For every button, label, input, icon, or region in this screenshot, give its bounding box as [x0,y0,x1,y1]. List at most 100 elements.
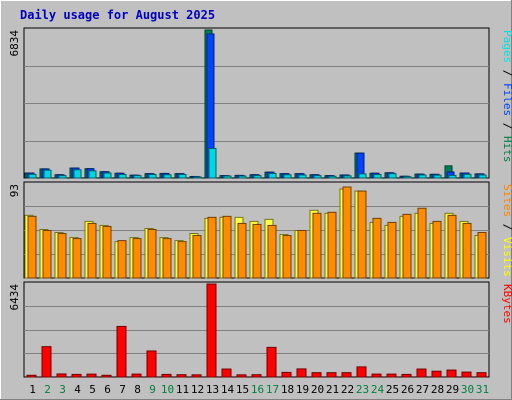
bar-pages-day-29 [448,174,457,179]
bar-kbytes-day-26 [401,373,412,378]
bar-pages-day-12 [193,176,202,179]
bar-kbytes-day-5 [86,373,97,378]
legend-part-0: KBytes [501,284,512,324]
x-tick-label-day-29: 29 [446,383,459,396]
x-tick-label-day-7: 7 [119,383,126,396]
bar-kbytes-day-16 [251,374,262,378]
bar-pages-day-17 [268,172,277,179]
bar-sites-day-15 [237,222,247,279]
x-tick-label-day-13: 13 [206,383,219,396]
chart-title: Daily usage for August 2025 [20,8,215,22]
x-tick-label-day-28: 28 [431,383,444,396]
bar-kbytes-day-6 [101,374,112,378]
legend-part-4: Hits [501,136,512,163]
y-axis-max-label: 6434 [8,284,21,311]
chart-panels: 6834 Pages / Files / Hits 93 Sites / Visits… [8,27,512,378]
x-tick-label-day-6: 6 [104,383,111,396]
x-tick-label-day-4: 4 [74,383,81,396]
legend-part-2: Visits [501,237,512,277]
bar-pages-day-31 [478,174,487,179]
bar-kbytes-day-19 [296,368,307,378]
series-legend-label: Pages / Files / Hits [501,30,512,163]
bar-pages-day-20 [313,175,322,179]
x-tick-label-day-16: 16 [251,383,264,396]
x-tick-label-day-3: 3 [59,383,66,396]
bar-sites-day-18 [282,235,292,279]
x-tick-label-day-9: 9 [149,383,156,396]
legend-part-3: / [501,116,512,136]
bar-kbytes-day-2 [41,346,52,378]
bar-sites-day-8 [132,238,142,279]
bar-sites-day-6 [102,225,112,279]
x-tick-label-day-24: 24 [371,383,385,396]
x-tick-label-day-17: 17 [266,383,279,396]
x-axis-labels: 1 2 3 4 5 6 7 8 9 10 11 12 13 14 15 16 17 18 19 20 21 22 23 24 2… [29,383,489,396]
bar-pages-day-22 [343,175,352,179]
bar-kbytes-day-22 [341,372,352,378]
bar-pages-day-10 [163,174,172,179]
bar-pages-day-7 [118,174,127,179]
bar-sites-day-17 [267,224,277,279]
bar-pages-day-14 [223,175,232,179]
x-tick-label-day-8: 8 [134,383,141,396]
bar-sites-day-22 [342,186,352,279]
bar-kbytes-day-25 [386,373,397,378]
bar-kbytes-day-23 [356,366,367,378]
bar-sites-day-1 [27,215,37,279]
panel-hits-files-pages: 6834 Pages / Files / Hits [8,27,512,179]
bar-pages-day-18 [283,174,292,179]
bar-pages-day-19 [298,174,307,179]
bar-kbytes-day-31 [476,372,487,378]
series-legend-label: KBytes [501,284,512,324]
bar-sites-day-20 [312,212,322,279]
bar-sites-day-13 [207,216,217,279]
bar-kbytes-day-30 [461,371,472,378]
bar-kbytes-day-27 [416,368,427,378]
bar-pages-day-8 [133,175,142,179]
x-tick-label-day-26: 26 [401,383,414,396]
bar-sites-day-10 [162,238,172,279]
bar-pages-day-26 [403,176,412,179]
bar-kbytes-day-17 [266,346,277,378]
bar-pages-day-9 [148,174,157,179]
y-axis-max-label: 6834 [8,30,21,57]
legend-part-2: Files [501,83,512,116]
bar-sites-day-12 [192,235,202,279]
bar-kbytes-day-8 [131,373,142,378]
bar-pages-day-28 [433,174,442,179]
bar-sites-day-4 [72,238,82,279]
bar-kbytes-day-10 [161,373,172,378]
x-tick-label-day-31: 31 [476,383,489,396]
bar-kbytes-day-28 [431,370,442,378]
bar-kbytes-day-9 [146,350,157,378]
bar-kbytes-day-18 [281,371,292,378]
bar-pages-day-3 [58,175,67,179]
bar-kbytes-day-13 [206,283,217,378]
bar-pages-day-6 [103,172,112,179]
bar-sites-day-26 [402,213,412,279]
x-tick-label-day-18: 18 [281,383,294,396]
bar-pages-day-5 [88,170,97,179]
bar-kbytes-day-1 [26,374,37,378]
bar-kbytes-day-7 [116,325,127,378]
bar-pages-day-24 [373,174,382,179]
x-tick-label-day-11: 11 [176,383,189,396]
bar-pages-day-1 [28,173,37,179]
bar-pages-day-27 [418,174,427,179]
x-tick-label-day-22: 22 [341,383,354,396]
bar-kbytes-day-20 [311,372,322,378]
bar-kbytes-day-4 [71,373,82,378]
panel-visits-sites: 93 Sites / Visits [8,181,512,279]
legend-part-0: Sites [501,184,512,217]
x-tick-label-day-1: 1 [29,383,36,396]
x-tick-label-day-30: 30 [461,383,474,396]
bar-sites-day-16 [252,223,262,279]
x-tick-label-day-14: 14 [221,383,235,396]
x-tick-label-day-21: 21 [326,383,339,396]
panel-kbytes: 6434 KBytes [8,281,512,378]
x-tick-label-day-15: 15 [236,383,249,396]
x-tick-label-day-2: 2 [44,383,51,396]
bar-kbytes-day-21 [326,372,337,378]
bar-sites-day-29 [447,214,457,279]
bar-pages-day-21 [328,175,337,179]
